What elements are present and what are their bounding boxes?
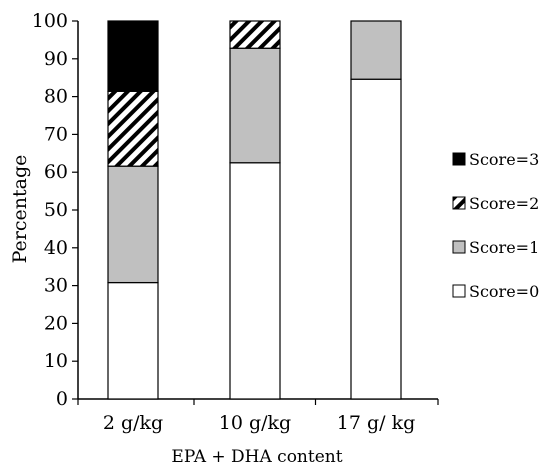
legend: Score=3 Score=2 Score=1 Score=0 [452, 150, 539, 301]
bar-score-3-1 [107, 20, 159, 92]
bar-score-1-1 [107, 165, 159, 284]
legend-label-score-2: Score=2 [469, 194, 539, 213]
y-tick-label: 50 [44, 199, 68, 221]
bar-score-2-1 [107, 90, 159, 167]
bar-score-0-2 [229, 162, 281, 400]
y-tick-label: 70 [44, 123, 68, 145]
legend-label-score-3: Score=3 [469, 150, 539, 169]
legend-swatch-score-2 [452, 196, 466, 210]
y-axis-label: Percentage [9, 155, 31, 264]
x-tick-label: 2 g/kg [103, 412, 163, 434]
y-tick-label: 80 [44, 86, 68, 108]
y-tick-label: 60 [44, 161, 68, 183]
legend-swatch-score-3 [452, 152, 466, 166]
legend-swatch-score-0 [452, 284, 466, 298]
bar-score-0-1 [107, 281, 159, 400]
bar-score-0-3 [350, 78, 402, 400]
bar-score-1-3 [350, 20, 402, 80]
x-axis-label: EPA + DHA content [171, 447, 342, 467]
x-tick-label: 10 g/kg [219, 412, 291, 434]
y-tick-label: 90 [44, 48, 68, 70]
legend-swatch-score-1 [452, 240, 466, 254]
legend-label-score-1: Score=1 [469, 238, 539, 257]
bar-score-2-2 [229, 20, 281, 49]
y-tick-label: 10 [44, 350, 68, 372]
y-tick-label: 20 [44, 312, 68, 334]
bar-score-1-2 [229, 47, 281, 164]
y-tick-label: 30 [44, 275, 68, 297]
x-tick-label: 17 g/ kg [337, 412, 416, 434]
y-tick-label: 100 [32, 10, 68, 32]
y-tick-label: 0 [56, 388, 68, 410]
y-tick-label: 40 [44, 237, 68, 259]
plot-area: 0 10 20 30 40 50 60 70 80 90 100 2 g/kg 10 g/kg 17 g/… [32, 10, 439, 434]
legend-label-score-0: Score=0 [469, 282, 539, 301]
